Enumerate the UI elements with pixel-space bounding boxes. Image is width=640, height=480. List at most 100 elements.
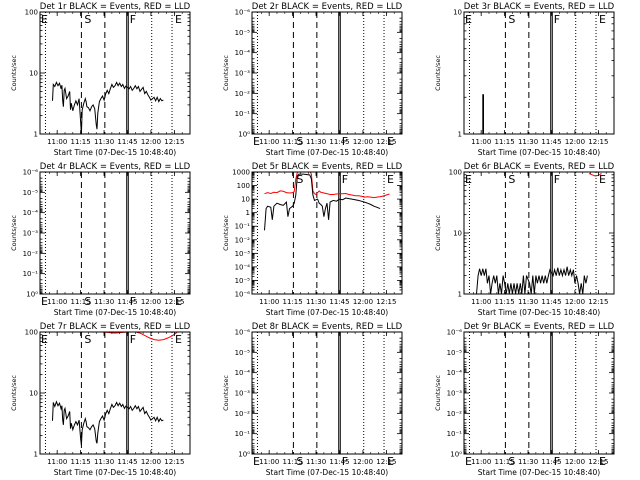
y-tick-label: 10⁻⁵ [235, 29, 251, 37]
panel-title: Det 1r BLACK = Events, RED = LLD [40, 2, 191, 12]
y-tick-label: 10⁻² [447, 410, 463, 418]
marker-label: E [387, 455, 394, 468]
y-tick-label: 10⁻⁵ [23, 189, 39, 197]
x-tick-label: 11:00 [47, 298, 67, 306]
marker-label: E [387, 173, 394, 186]
panel-title: Det 6r BLACK = Events, RED = LLD [464, 162, 615, 172]
data-series-line [476, 266, 588, 294]
detector-panel: Det 9r BLACK = Events, RED = LLD Counts/s… [434, 322, 615, 477]
marker-label: E [41, 13, 48, 26]
y-tick-label: 10⁻² [235, 90, 251, 98]
y-axis-label: Counts/sec [10, 375, 18, 411]
x-tick-label: 12:15 [588, 138, 608, 146]
data-series-line [52, 81, 164, 134]
x-tick-label: 11:15 [71, 138, 91, 146]
panel-title: Det 4r BLACK = Events, RED = LLD [40, 162, 191, 172]
y-tick-label: 10 [241, 196, 250, 204]
marker-label: E [465, 13, 472, 26]
y-tick-label: 1 [34, 131, 38, 139]
x-tick-label: 12:15 [376, 458, 396, 466]
panel-title: Det 9r BLACK = Events, RED = LLD [464, 322, 615, 332]
marker-label: S [296, 135, 303, 148]
detector-panel: Det 1r BLACK = Events, RED = LLD Counts/s… [10, 2, 191, 157]
x-axis-label: Start Time (07-Dec-15 10:48:40) [478, 148, 600, 157]
x-axis-label: Start Time (07-Dec-15 10:48:40) [266, 148, 388, 157]
y-axis-label: Counts/sec [10, 55, 18, 91]
marker-label: E [599, 13, 606, 26]
x-tick-label: 11:30 [94, 298, 114, 306]
marker-label: E [253, 455, 260, 468]
x-axis-label: Start Time (07-Dec-15 10:48:40) [266, 308, 388, 317]
x-tick-label: 11:00 [47, 138, 67, 146]
data-series-line [264, 172, 390, 199]
plot-frame [39, 11, 191, 135]
y-tick-label: 10⁻³ [23, 230, 39, 238]
y-tick-label: 10⁻⁴ [235, 369, 251, 377]
data-series-line [52, 400, 164, 446]
y-axis-label: Counts/sec [434, 215, 442, 251]
panel-title: Det 2r BLACK = Events, RED = LLD [252, 2, 403, 12]
x-tick-label: 11:30 [94, 458, 114, 466]
detector-panel: Det 6r BLACK = Events, RED = LLD Counts/s… [434, 162, 615, 317]
x-tick-label: 11:00 [259, 298, 279, 306]
marker-label: E [253, 135, 260, 148]
x-tick-label: 12:00 [353, 458, 373, 466]
y-tick-label: 10⁰ [26, 291, 38, 299]
marker-label: F [342, 173, 348, 186]
y-tick-label: 10⁻⁴ [23, 209, 39, 217]
marker-label: E [175, 295, 182, 308]
y-tick-label: 1 [458, 291, 462, 299]
y-tick-label: 10⁻⁴ [447, 369, 463, 377]
x-tick-label: 12:00 [141, 298, 161, 306]
plot-frame [251, 11, 403, 135]
marker-label: E [175, 333, 182, 346]
x-axis-label: Start Time (07-Dec-15 10:48:40) [478, 468, 600, 477]
y-tick-label: 10⁻² [235, 410, 251, 418]
marker-label: S [84, 13, 91, 26]
marker-label: E [465, 455, 472, 468]
panel-title: Det 5r BLACK = Events, RED = LLD [252, 162, 403, 172]
x-tick-label: 11:45 [541, 138, 561, 146]
x-tick-label: 11:45 [117, 298, 137, 306]
x-tick-label: 11:00 [47, 458, 67, 466]
x-tick-label: 11:30 [94, 138, 114, 146]
marker-label: F [130, 13, 136, 26]
x-tick-label: 12:00 [565, 458, 585, 466]
y-tick-label: 10⁻³ [235, 250, 251, 258]
marker-label: E [599, 455, 606, 468]
y-axis-label: Counts/sec [222, 375, 230, 411]
x-tick-label: 11:45 [117, 138, 137, 146]
x-tick-label: 12:15 [588, 298, 608, 306]
x-tick-label: 11:30 [518, 298, 538, 306]
x-tick-label: 11:30 [306, 298, 326, 306]
y-tick-label: 10⁻⁶ [23, 169, 39, 177]
y-tick-label: 10⁻⁶ [235, 329, 251, 337]
x-tick-label: 12:15 [376, 298, 396, 306]
y-tick-label: 10⁻³ [447, 390, 463, 398]
detector-panel: Det 8r BLACK = Events, RED = LLD Counts/s… [222, 322, 403, 477]
y-tick-label: 10 [453, 230, 462, 238]
y-tick-label: 10 [453, 9, 462, 17]
panel-title: Det 7r BLACK = Events, RED = LLD [40, 322, 191, 332]
detector-panel: Det 2r BLACK = Events, RED = LLD Counts/s… [222, 2, 403, 157]
y-tick-label: 10⁻¹ [235, 110, 251, 118]
panel-title: Det 8r BLACK = Events, RED = LLD [252, 322, 403, 332]
x-tick-label: 11:15 [495, 458, 515, 466]
x-tick-label: 12:00 [565, 298, 585, 306]
x-tick-label: 12:00 [565, 138, 585, 146]
y-tick-label: 10⁻³ [235, 70, 251, 78]
marker-label: S [296, 455, 303, 468]
plot-frame [39, 171, 191, 295]
x-tick-label: 12:15 [376, 138, 396, 146]
x-tick-label: 11:00 [471, 298, 491, 306]
x-tick-label: 11:15 [283, 138, 303, 146]
y-tick-label: 100 [25, 9, 38, 17]
plot-frame [251, 171, 403, 295]
y-tick-label: 1 [458, 131, 462, 139]
y-tick-label: 10⁻⁵ [235, 349, 251, 357]
y-tick-label: 100 [449, 169, 462, 177]
marker-label: F [554, 173, 560, 186]
y-tick-label: 10⁻¹ [235, 430, 251, 438]
y-axis-label: Counts/sec [222, 55, 230, 91]
x-axis-label: Start Time (07-Dec-15 10:48:40) [54, 308, 176, 317]
